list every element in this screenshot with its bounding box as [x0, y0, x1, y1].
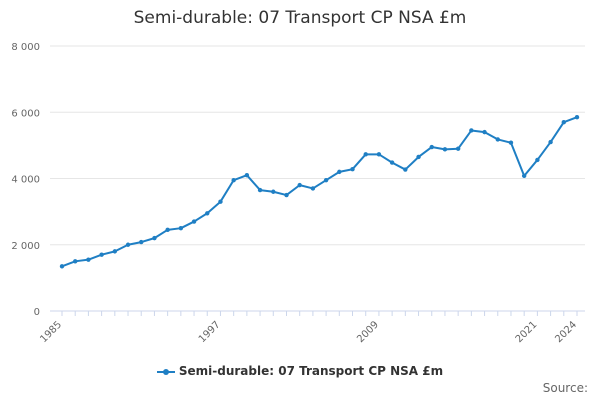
data-point	[482, 129, 487, 135]
data-point	[59, 264, 65, 269]
x-tick-label: 1997	[197, 319, 223, 345]
data-point	[191, 219, 197, 224]
legend-label: Semi-durable: 07 Transport CP NSA £m	[178, 364, 444, 378]
data-point	[416, 154, 421, 160]
data-point	[548, 139, 553, 145]
data-point	[231, 177, 236, 183]
data-point	[99, 252, 104, 257]
data-point	[535, 157, 540, 163]
data-point	[205, 211, 210, 216]
data-point	[125, 242, 131, 247]
data-point	[139, 239, 144, 245]
y-tick-label: 4 000	[11, 175, 40, 186]
x-tick-label: 2021	[514, 319, 540, 345]
data-point	[337, 169, 342, 175]
data-point	[403, 167, 408, 172]
y-tick-label: 2 000	[11, 241, 40, 252]
x-tick-label: 1985	[38, 319, 64, 345]
y-tick-label: 8 000	[11, 42, 40, 53]
data-point	[297, 182, 302, 188]
data-point	[165, 227, 170, 233]
data-point	[86, 257, 91, 262]
legend[interactable]: Semi-durable: 07 Transport CP NSA £m	[0, 364, 600, 378]
data-point	[323, 177, 329, 183]
y-tick-label: 0	[34, 307, 40, 318]
data-point	[363, 152, 368, 157]
data-point	[574, 115, 580, 120]
data-point	[521, 173, 527, 179]
data-point	[350, 167, 355, 172]
data-point	[469, 128, 474, 133]
data-point	[561, 119, 566, 125]
x-axis-ticks: 1985 1997 2009 2021 2024	[38, 311, 579, 345]
grid-lines	[50, 45, 585, 246]
y-tick-label: 6 000	[11, 108, 40, 119]
data-point	[429, 144, 434, 150]
data-point	[310, 186, 316, 191]
data-point	[442, 147, 448, 152]
data-point	[389, 160, 395, 165]
data-point	[244, 172, 250, 178]
y-axis-ticks: 0 2 000 4 000 6 000 8 000	[11, 42, 40, 318]
data-point	[152, 235, 157, 241]
source-label: Source:	[542, 381, 588, 395]
chart-title: Semi-durable: 07 Transport CP NSA £m	[133, 8, 467, 28]
data-point	[112, 249, 118, 254]
data-point	[73, 259, 78, 264]
data-point	[376, 152, 382, 157]
data-point	[455, 146, 461, 151]
series-layer	[59, 115, 580, 269]
data-point	[178, 225, 184, 231]
legend-swatch-icon	[156, 367, 175, 377]
data-point	[257, 187, 263, 193]
x-tick-label: 2024	[553, 319, 579, 345]
data-point	[218, 199, 223, 204]
data-point	[508, 140, 514, 145]
data-point	[284, 192, 289, 198]
x-tick-label: 2009	[355, 319, 381, 345]
data-point	[271, 189, 276, 194]
series-line	[61, 116, 578, 268]
data-point	[495, 137, 500, 142]
